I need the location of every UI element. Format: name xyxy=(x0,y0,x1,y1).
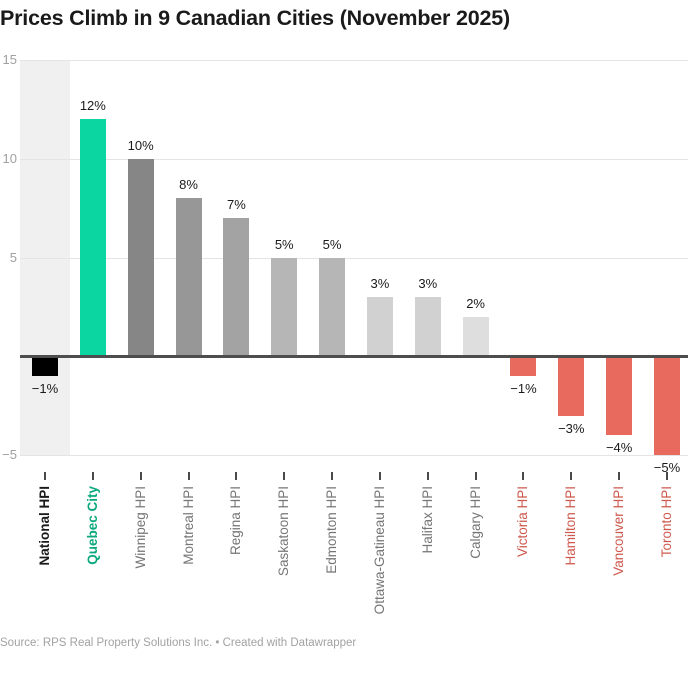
x-axis-tick xyxy=(44,472,46,480)
bar-victoria-hpi[interactable] xyxy=(510,356,537,376)
x-axis-tick xyxy=(187,472,190,480)
x-axis-label-vancouver-hpi: Vancouver HPI xyxy=(611,486,627,576)
bar-saskatoon-hpi[interactable] xyxy=(271,257,298,357)
value-label: 5% xyxy=(274,236,294,252)
x-axis-label-toronto-hpi: Toronto HPI xyxy=(659,486,674,558)
bar-hamilton-hpi[interactable] xyxy=(558,356,585,416)
value-label: −4% xyxy=(605,440,633,456)
x-axis-label-regina-hpi: Regina HPI xyxy=(228,486,244,556)
y-axis-tick-label: −5 xyxy=(2,447,17,462)
bar-edmonton-hpi[interactable] xyxy=(319,257,346,357)
x-axis-tick xyxy=(378,472,381,480)
x-axis-label-montreal-hpi: Montreal HPI xyxy=(180,486,196,565)
value-label: 5% xyxy=(322,236,342,252)
bar-vancouver-hpi[interactable] xyxy=(606,356,633,436)
x-axis-label-victoria-hpi: Victoria HPI xyxy=(515,486,531,558)
x-axis-label-saskatoon-hpi: Saskatoon HPI xyxy=(276,486,292,577)
value-label: 10% xyxy=(127,137,154,153)
value-label: 2% xyxy=(466,295,485,311)
value-label: −3% xyxy=(558,420,585,436)
bar-regina-hpi[interactable] xyxy=(223,218,250,357)
value-label: 3% xyxy=(418,276,438,291)
x-axis-tick xyxy=(91,472,94,480)
source-footer: Source: RPS Real Property Solutions Inc.… xyxy=(0,637,357,649)
zero-baseline xyxy=(20,354,688,358)
value-label: 3% xyxy=(370,276,390,291)
x-axis-tick xyxy=(666,472,668,480)
x-axis-label-edmonton-hpi: Edmonton HPI xyxy=(324,486,340,574)
x-axis-tick xyxy=(474,472,477,480)
x-axis-label-ottawa-gatineau-hpi: Ottawa-Gatineau HPI xyxy=(371,486,387,615)
gridline--5 xyxy=(20,455,688,456)
gridline-5 xyxy=(20,257,688,259)
bar-calgary-hpi[interactable] xyxy=(462,316,489,357)
x-axis-tick xyxy=(283,472,286,480)
x-axis-tick xyxy=(331,472,334,480)
value-label: 8% xyxy=(179,177,198,193)
y-axis-tick-label: 10 xyxy=(2,150,17,166)
bar-toronto-hpi[interactable] xyxy=(654,356,680,455)
value-label: 7% xyxy=(226,197,246,212)
bar-montreal-hpi[interactable] xyxy=(175,198,202,357)
x-axis-tick xyxy=(522,472,525,480)
x-axis-tick xyxy=(139,472,142,480)
value-label: −1% xyxy=(510,381,537,396)
x-axis-label-calgary-hpi: Calgary HPI xyxy=(467,486,483,559)
x-axis-label-winnipeg-hpi: Winnipeg HPI xyxy=(132,486,148,569)
x-axis-tick xyxy=(618,472,621,480)
bar-ottawa-gatineau-hpi[interactable] xyxy=(366,297,393,357)
x-axis-tick xyxy=(426,472,429,480)
value-label: −1% xyxy=(31,381,59,396)
x-axis-label-hamilton-hpi: Hamilton HPI xyxy=(563,486,579,566)
bar-halifax-hpi[interactable] xyxy=(414,297,441,357)
value-label: 12% xyxy=(79,98,106,114)
bar-winnipeg-hpi[interactable] xyxy=(127,158,154,357)
x-axis-tick xyxy=(570,472,573,480)
y-axis-tick-label: 15 xyxy=(2,52,17,67)
gridline-15 xyxy=(20,60,688,61)
chart-title: Prices Climb in 9 Canadian Cities (Novem… xyxy=(0,6,510,30)
x-axis-label-quebec-city: Quebec City xyxy=(84,486,100,565)
y-axis-tick-label: 5 xyxy=(9,249,17,265)
x-axis-label-national-hpi: National HPI xyxy=(37,486,52,566)
value-label: −5% xyxy=(653,460,681,475)
x-axis-tick xyxy=(235,472,238,480)
gridline-10 xyxy=(20,158,688,160)
bar-national-hpi[interactable] xyxy=(32,356,58,376)
bar-chart: Prices Climb in 9 Canadian Cities (Novem… xyxy=(0,6,688,649)
bar-quebec-city[interactable] xyxy=(79,119,106,357)
x-axis-label-halifax-hpi: Halifax HPI xyxy=(419,486,435,554)
